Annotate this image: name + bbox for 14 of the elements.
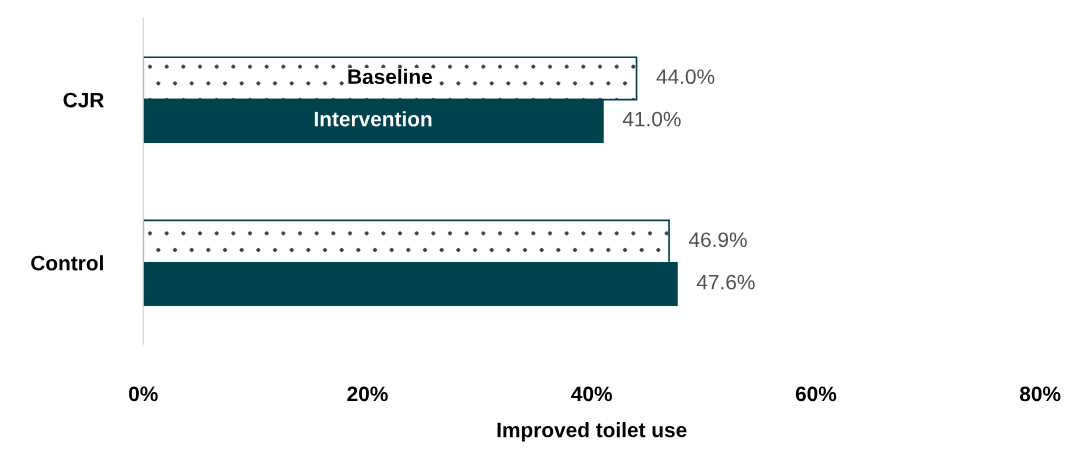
series-label: Baseline xyxy=(348,68,433,85)
x-tick-label: 60% xyxy=(795,386,837,402)
x-tick-label: 20% xyxy=(347,386,388,402)
data-label: 41.0% xyxy=(622,111,681,127)
y-tick-label: Control xyxy=(31,255,103,271)
y-tick-label: CJR xyxy=(63,92,104,108)
x-tick-label: 40% xyxy=(571,386,612,402)
x-tick-label: 80% xyxy=(1019,386,1061,402)
data-label: 47.6% xyxy=(696,274,755,290)
series-label: Intervention xyxy=(314,111,432,127)
x-axis-title: Improved toilet use xyxy=(497,422,687,442)
data-label: 46.9% xyxy=(688,232,747,248)
x-tick-label: 0% xyxy=(129,386,158,402)
data-label: 44.0% xyxy=(656,69,715,85)
